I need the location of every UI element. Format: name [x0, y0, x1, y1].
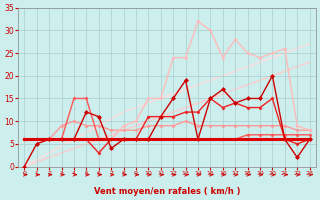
X-axis label: Vent moyen/en rafales ( km/h ): Vent moyen/en rafales ( km/h )	[94, 187, 240, 196]
